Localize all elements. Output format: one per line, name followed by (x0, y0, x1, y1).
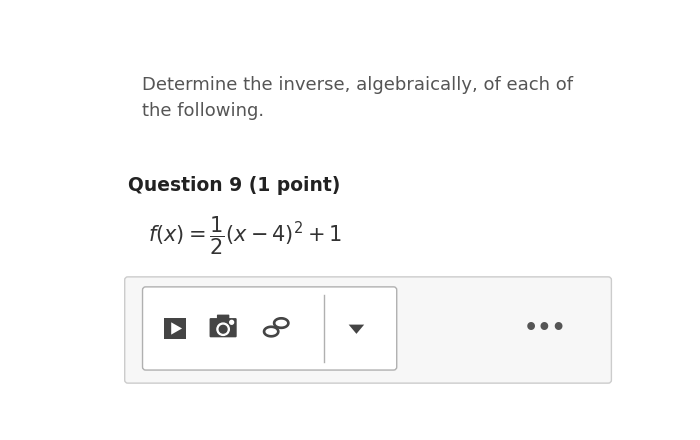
Circle shape (219, 326, 227, 333)
Text: Question 9 (1 point): Question 9 (1 point) (128, 176, 340, 195)
Polygon shape (349, 325, 364, 334)
Polygon shape (263, 326, 279, 337)
Polygon shape (274, 318, 289, 328)
FancyBboxPatch shape (143, 287, 397, 370)
Polygon shape (276, 320, 286, 326)
FancyBboxPatch shape (209, 318, 237, 337)
Circle shape (230, 320, 234, 324)
Polygon shape (266, 329, 276, 334)
Polygon shape (172, 322, 182, 334)
Text: •••: ••• (524, 319, 566, 338)
Text: $f(x) = \dfrac{1}{2}(x - 4)^2 + 1$: $f(x) = \dfrac{1}{2}(x - 4)^2 + 1$ (148, 214, 342, 257)
Text: Determine the inverse, algebraically, of each of
the following.: Determine the inverse, algebraically, of… (141, 76, 573, 120)
FancyBboxPatch shape (217, 315, 230, 322)
Circle shape (217, 323, 230, 335)
FancyBboxPatch shape (125, 277, 611, 383)
FancyBboxPatch shape (164, 318, 186, 339)
